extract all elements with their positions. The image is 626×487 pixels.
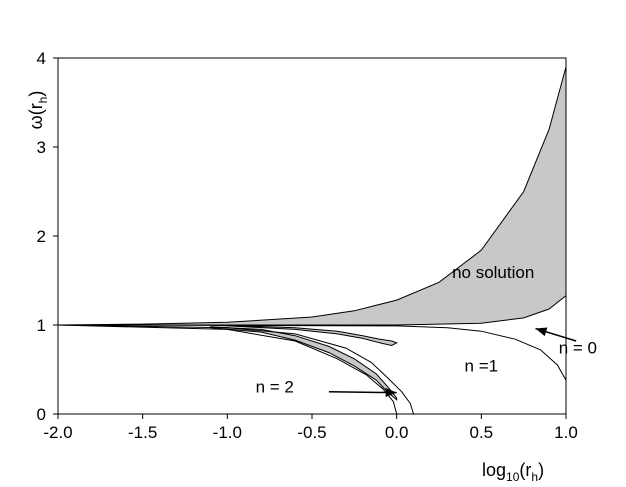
no-solution-region [57,66,567,326]
x-axis-label: log10(rh) [482,460,544,484]
axis-ticks: -2.0 -1.5 -1.0 -0.5 0.0 0.5 1.0 0 1 2 3 4 [37,49,578,442]
y-tick-label: 3 [37,138,46,157]
shaded-regions [57,66,567,401]
x-tick-label: 0.0 [385,423,409,442]
n2-lower-region [209,326,398,401]
x-tick-label: -1.5 [128,423,157,442]
y-tick-label: 1 [37,316,46,335]
x-tick-label: 1.0 [554,423,578,442]
n1-lobe-region [210,324,398,347]
x-tick-label: -0.5 [297,423,326,442]
x-tick-label: -1.0 [213,423,242,442]
curves [57,324,567,415]
y-tick-label: 2 [37,227,46,246]
annotations: no solution n =1 n = 0 n = 2 [256,263,597,397]
label-n0: n = 0 [559,338,597,357]
n0-curve [57,324,567,381]
y-tick-label: 0 [37,405,46,424]
y-tick-label: 4 [37,49,46,68]
label-no-solution: no solution [452,263,534,282]
arrow-n0 [535,327,577,342]
label-n2: n = 2 [256,378,294,397]
x-tick-label: 0.5 [470,423,494,442]
x-tick-label: -2.0 [43,423,72,442]
arrows [328,327,577,397]
n2-curve [57,324,398,415]
n1-outer-curve [57,324,415,415]
y-axis-label: ω(rh) [26,91,50,130]
label-n1: n =1 [465,356,499,375]
arrow-n2 [328,387,397,397]
